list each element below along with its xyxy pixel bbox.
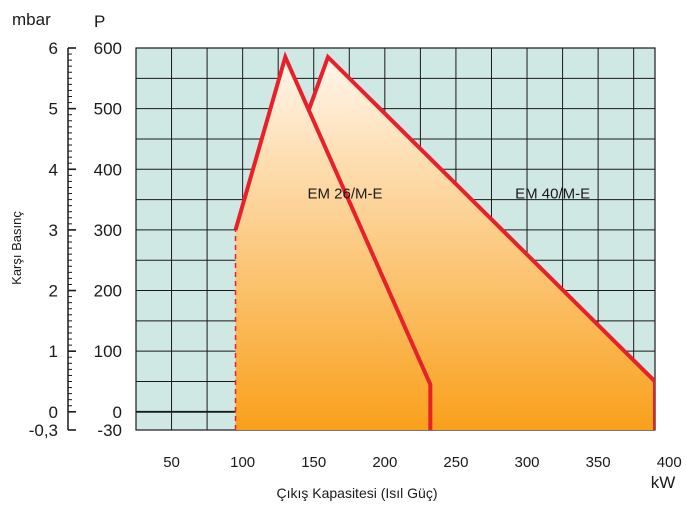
y-axis-label: Karşı Basınç	[9, 211, 24, 285]
x-tick-label: 200	[372, 454, 397, 471]
y-tick-label-mbar: 2	[49, 282, 58, 301]
series-label-2: EM 40/M-E	[515, 185, 590, 202]
y-tick-label-mbar: 1	[49, 342, 58, 361]
y-unit-right-label: P	[94, 12, 105, 31]
labels: mbar P Karşı Basınç Çıkış Kapasitesi (Is…	[9, 10, 675, 501]
x-tick-label: 250	[443, 454, 468, 471]
x-axis-label: Çıkış Kapasitesi (Isıl Güç)	[276, 485, 437, 501]
y-tick-label-mbar: 4	[49, 160, 58, 179]
x-tick-label: 300	[515, 454, 540, 471]
y-tick-label-mbar: 5	[49, 100, 58, 119]
y-tick-label-mbar: -0,3	[29, 421, 58, 440]
x-tick-label: 100	[230, 454, 255, 471]
y-tick-label-pa: 600	[94, 39, 122, 58]
y-unit-left-label: mbar	[12, 10, 51, 29]
y-tick-label-mbar: 3	[49, 221, 58, 240]
y-tick-label-mbar: 0	[49, 403, 58, 422]
y-tick-label-pa: 400	[94, 160, 122, 179]
y-tick-label-pa: 0	[113, 403, 122, 422]
x-tick-label: 150	[301, 454, 326, 471]
x-unit-label: kW	[651, 473, 676, 492]
x-tick-label: 50	[163, 454, 180, 471]
y-tick-label-pa: 100	[94, 342, 122, 361]
working-ranges: EM 26/M-E EM 40/M-E	[233, 51, 655, 430]
x-tick-label: 350	[586, 454, 611, 471]
y-tick-label-pa: -30	[97, 421, 122, 440]
y-tick-label-mbar: 6	[49, 39, 58, 58]
y-tick-label-pa: 300	[94, 221, 122, 240]
range-outline-1	[233, 51, 433, 430]
y-tick-label-pa: 500	[94, 100, 122, 119]
range-area-1	[235, 57, 431, 430]
series-label-1: EM 26/M-E	[308, 185, 383, 202]
x-tick-label: 400	[657, 454, 682, 471]
y-tick-label-pa: 200	[94, 282, 122, 301]
